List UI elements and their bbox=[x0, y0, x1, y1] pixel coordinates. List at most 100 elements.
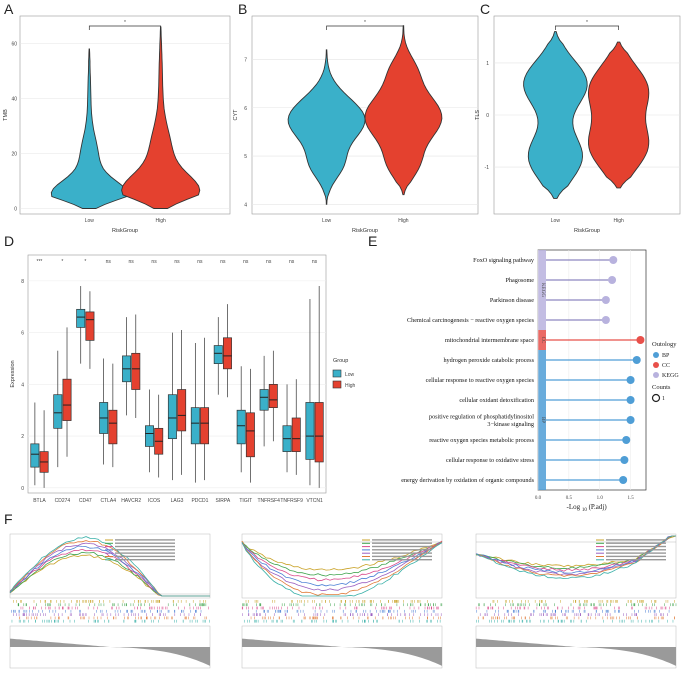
significance-label: ns bbox=[289, 259, 295, 265]
y-tick-label: 6 bbox=[244, 106, 247, 112]
x-tick-label: LAG3 bbox=[171, 498, 184, 504]
legend-text-placeholder bbox=[372, 559, 432, 561]
term-label: energy derivation by oxidation of organi… bbox=[401, 477, 534, 484]
facet-label: CC bbox=[540, 337, 545, 344]
box-high bbox=[268, 383, 278, 408]
enrichment-curve bbox=[241, 540, 443, 582]
enrichment-curve bbox=[9, 536, 210, 597]
term-label: cellular oxidant detoxification bbox=[459, 397, 534, 404]
x-tick-label: High bbox=[613, 218, 624, 224]
enrichment-curve bbox=[475, 535, 676, 580]
legend-label: CC bbox=[662, 363, 670, 369]
enrichment-curve bbox=[241, 542, 443, 597]
x-tick-label: TNFRSF9 bbox=[280, 498, 303, 504]
violin-low bbox=[50, 48, 128, 209]
y-tick-label: 8 bbox=[21, 279, 24, 285]
x-tick-label: BTLA bbox=[33, 498, 46, 504]
panel-label-f: F bbox=[4, 511, 13, 527]
legend-text-placeholder bbox=[115, 539, 175, 541]
box-high bbox=[222, 337, 232, 370]
legend-dot bbox=[653, 352, 659, 358]
x-tick-label: ICOS bbox=[148, 498, 161, 504]
legend-text-placeholder bbox=[372, 542, 432, 544]
legend-text-placeholder bbox=[115, 549, 175, 551]
y-tick-label: 20 bbox=[11, 152, 17, 158]
box-high bbox=[314, 402, 324, 463]
x-tick-label: VTCN1 bbox=[306, 498, 323, 504]
lollipop-dot bbox=[601, 316, 610, 324]
box-high bbox=[177, 389, 187, 432]
enrichment-frame bbox=[241, 533, 443, 599]
legend-text-placeholder bbox=[606, 542, 666, 544]
significance-label: *** bbox=[37, 259, 43, 265]
legend-text-placeholder bbox=[115, 555, 175, 558]
x-axis-title: RiskGroup bbox=[352, 228, 378, 234]
legend-text-placeholder bbox=[372, 552, 432, 554]
legend-text-placeholder bbox=[372, 545, 432, 548]
significance-label: ns bbox=[151, 259, 157, 265]
legend-text-placeholder bbox=[606, 552, 666, 554]
ranked-metric-area bbox=[242, 638, 442, 666]
lollipop-dot bbox=[636, 336, 645, 344]
significance-bracket bbox=[326, 25, 404, 30]
legend-text-placeholder bbox=[372, 539, 432, 541]
significance-label: ns bbox=[129, 259, 135, 265]
term-label: Phagosome bbox=[505, 277, 534, 284]
counts-dot bbox=[651, 393, 661, 403]
legend-title: Outology bbox=[652, 341, 677, 348]
y-tick-label: 0 bbox=[486, 113, 489, 119]
term-label: FoxO signaling pathway bbox=[473, 257, 535, 264]
lollipop-dot bbox=[608, 276, 617, 284]
lollipop-dot bbox=[620, 456, 629, 464]
enrichment-curve bbox=[241, 542, 443, 592]
box-low bbox=[190, 407, 200, 445]
lollipop-dot bbox=[626, 416, 635, 424]
box-low bbox=[30, 443, 40, 468]
y-tick-label: 5 bbox=[244, 154, 247, 160]
legend-swatch bbox=[332, 380, 342, 389]
y-tick-label: 6 bbox=[21, 331, 24, 337]
violin-panel-c: -1 0 1 Low High * RiskGroup TLS bbox=[475, 15, 681, 234]
significance-label: * bbox=[124, 20, 126, 26]
box-low bbox=[53, 394, 63, 429]
legend-label: BP bbox=[662, 353, 670, 359]
legend-text-placeholder bbox=[115, 559, 175, 561]
legend-dot bbox=[653, 362, 659, 368]
box-low bbox=[145, 425, 154, 447]
counts-label: 1 bbox=[662, 396, 665, 402]
term-label: Chemical carcinogenesis − reactive oxyge… bbox=[407, 317, 535, 324]
x-tick-label: TIGIT bbox=[239, 498, 252, 504]
x-tick-label: 0.0 bbox=[535, 496, 542, 501]
significance-label: ns bbox=[243, 259, 249, 265]
box-high bbox=[200, 407, 210, 445]
box-high bbox=[108, 409, 118, 445]
term-label: positive regulation of phosphatidylinosi… bbox=[429, 414, 534, 421]
significance-label: ns bbox=[106, 259, 112, 265]
legend-text-placeholder bbox=[606, 555, 666, 558]
x-tick-label: HAVCR2 bbox=[121, 498, 141, 504]
lollipop-dot bbox=[619, 476, 628, 484]
significance-bracket bbox=[88, 25, 162, 30]
enrichment-curve bbox=[475, 535, 677, 570]
x-axis-title: RiskGroup bbox=[112, 228, 138, 234]
y-axis-title: TMB bbox=[3, 109, 9, 121]
legend-title: Group bbox=[333, 358, 348, 364]
legend-label: Low bbox=[345, 372, 355, 378]
y-tick-label: 1 bbox=[486, 61, 489, 67]
significance-label: ns bbox=[312, 259, 318, 265]
lollipop-panel-e: KEGG CC BP 0.0 0.5 1.0 1.5 FoxO signaling pathw… bbox=[401, 249, 679, 513]
significance-bracket bbox=[555, 25, 619, 30]
legend-text-placeholder bbox=[606, 549, 666, 551]
term-label: cellular response to oxidative stress bbox=[446, 457, 535, 464]
box-high bbox=[291, 417, 301, 452]
legend-text-placeholder bbox=[606, 539, 666, 541]
legend-dot bbox=[653, 372, 659, 378]
y-tick-label: 7 bbox=[244, 57, 247, 63]
panel-label-c: C bbox=[480, 1, 490, 17]
significance-label: ns bbox=[197, 259, 203, 265]
legend-text-placeholder bbox=[115, 545, 175, 548]
x-tick-label: High bbox=[398, 218, 409, 224]
violin-panel-b: 4 5 6 7 Low High * RiskGroup CYT bbox=[233, 15, 479, 234]
legend-text-placeholder bbox=[372, 555, 432, 558]
